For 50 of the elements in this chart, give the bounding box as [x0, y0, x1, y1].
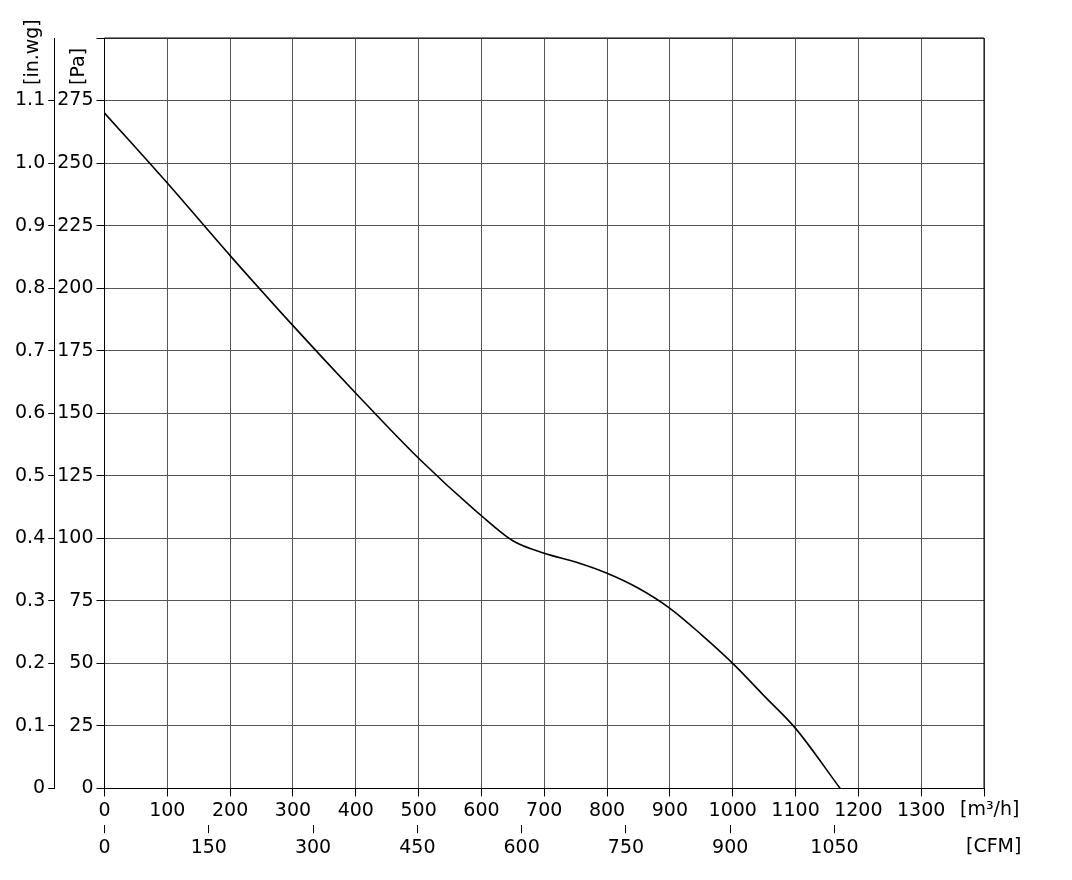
- y-tick-label: 100: [57, 525, 94, 548]
- x-tick-label: 200: [211, 797, 249, 820]
- y2-tick-label: 0: [33, 775, 46, 798]
- x-axis-title: [m³/h]: [960, 797, 1020, 820]
- y2-tick-label: 0.8: [15, 275, 46, 298]
- x2-tick-label: 450: [399, 834, 436, 857]
- y-tick-label: 200: [57, 275, 94, 298]
- x-tick-label: 600: [463, 797, 500, 820]
- y2-tick-label: 0.9: [15, 212, 46, 235]
- x-tick-label: 1200: [834, 797, 883, 820]
- y2-tick-label: 0.7: [15, 337, 46, 360]
- x2-tick-label: 600: [503, 834, 540, 857]
- y2-tick-label: 0.1: [15, 712, 46, 735]
- y-axis-title: [Pa]: [66, 47, 89, 85]
- x2-tick-label: 300: [294, 834, 332, 857]
- y-tick-label: 150: [57, 400, 94, 423]
- x-tick-label: 1000: [708, 797, 757, 820]
- y2-tick-label: 0.4: [15, 525, 46, 548]
- y-tick-label: 75: [69, 587, 94, 610]
- y2-tick-label: 0.2: [15, 650, 46, 673]
- x-tick-label: 300: [274, 797, 312, 820]
- y-tick-label: 175: [57, 337, 94, 360]
- x2-tick-label: 0: [98, 834, 111, 857]
- y2-tick-label: 0.3: [15, 587, 46, 610]
- x-tick-label: 1300: [897, 797, 946, 820]
- y-tick-label: 275: [57, 87, 94, 110]
- x2-tick-label: 150: [190, 834, 227, 857]
- y-tick-label: 225: [57, 212, 94, 235]
- x2-tick-label: 900: [712, 834, 749, 857]
- x-tick-label: 500: [400, 797, 437, 820]
- y-tick-label: 50: [69, 650, 94, 673]
- x-tick-label: 900: [651, 797, 689, 820]
- y-tick-label: 25: [69, 712, 94, 735]
- x-tick-label: 400: [337, 797, 374, 820]
- y2-axis-title: [in.wg]: [20, 19, 43, 85]
- y2-tick-label: 1.0: [15, 150, 46, 172]
- y2-tick-label: 1.1: [15, 87, 46, 110]
- x2-axis-title: [CFM]: [966, 834, 1022, 857]
- y-tick-label: 0: [81, 775, 94, 798]
- x2-tick-label: 750: [607, 834, 645, 857]
- y2-tick-label: 0.5: [15, 462, 46, 485]
- x-tick-label: 1100: [771, 797, 820, 820]
- x-tick-label: 0: [98, 797, 111, 820]
- y-tick-label: 250: [57, 150, 94, 172]
- x-tick-label: 800: [588, 797, 626, 820]
- x-tick-label: 700: [526, 797, 563, 820]
- y2-tick-label: 0.6: [15, 400, 46, 423]
- x2-tick-label: 1050: [810, 834, 859, 857]
- y-tick-label: 125: [57, 462, 94, 485]
- x-tick-label: 100: [149, 797, 186, 820]
